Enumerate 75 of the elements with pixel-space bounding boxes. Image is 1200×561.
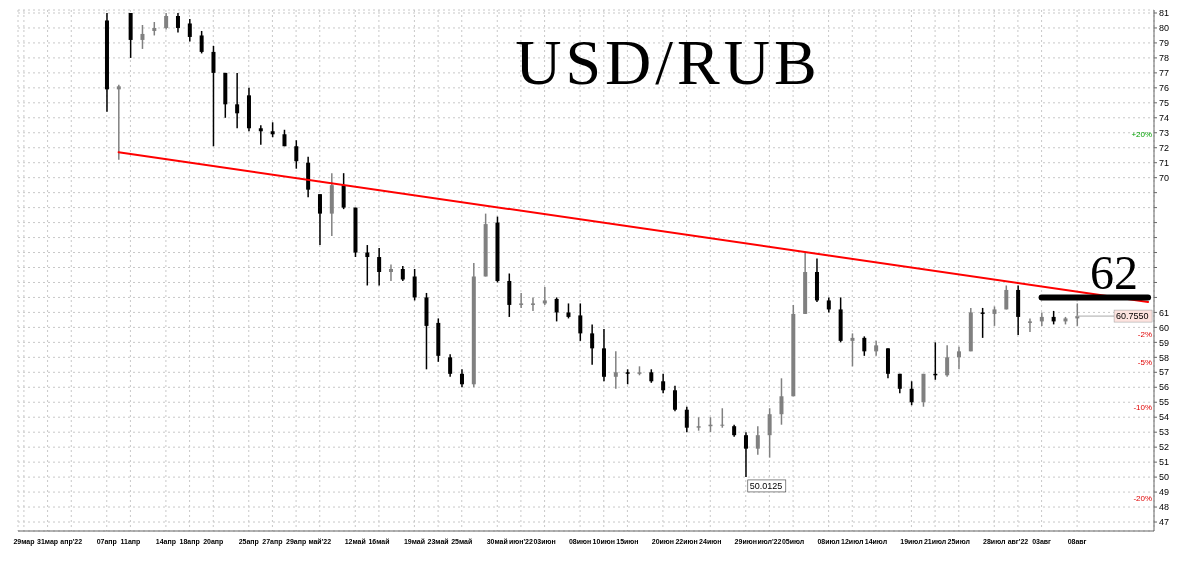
- candlestick: [578, 302, 583, 342]
- y-tick-label: 73: [1159, 127, 1170, 138]
- candlestick: [956, 346, 961, 371]
- candlestick: [317, 193, 322, 246]
- candlestick: [448, 353, 453, 378]
- annotation: -2%: [1137, 330, 1153, 340]
- candlestick: [554, 296, 559, 323]
- annotation: +20%: [1131, 130, 1153, 140]
- candlestick: [743, 431, 748, 478]
- candlestick: [341, 172, 346, 210]
- candlestick: [412, 268, 417, 302]
- y-tick-label: 48: [1159, 502, 1170, 513]
- y-tick-label: 75: [1159, 98, 1170, 109]
- y-tick-label: 50: [1159, 472, 1170, 483]
- y-tick-label: 61: [1159, 307, 1170, 318]
- series-label: 62: [1090, 246, 1139, 300]
- y-tick-label: 47: [1159, 517, 1170, 528]
- chart-title: USD/RUB: [514, 26, 822, 100]
- candlestick: [590, 323, 595, 366]
- candlestick: [1027, 317, 1032, 333]
- y-tick-label: 59: [1159, 337, 1170, 348]
- annotation: -20%: [1133, 494, 1153, 503]
- candlestick: [850, 332, 855, 368]
- y-tick-label: 71: [1159, 157, 1170, 168]
- candlestick: [661, 373, 666, 395]
- annotation: 60.7550: [1116, 311, 1149, 322]
- y-tick-label: 78: [1159, 53, 1170, 64]
- candlestick: [530, 296, 535, 312]
- candlestick: [945, 344, 950, 378]
- candlestick: [116, 84, 121, 161]
- y-tick-label: 80: [1159, 23, 1170, 34]
- y-tick-label: 74: [1159, 112, 1170, 123]
- y-tick-label: 81: [1159, 8, 1170, 19]
- annotation: 50.0125: [749, 480, 783, 491]
- candlestick: [767, 407, 772, 459]
- candlestick: [140, 24, 145, 50]
- annotation: -5%: [1137, 357, 1153, 367]
- candlestick: [258, 124, 263, 146]
- candlestick: [199, 30, 204, 55]
- candlestick: [235, 72, 240, 130]
- y-tick-label: 70: [1159, 172, 1170, 183]
- y-tick-label: 49: [1159, 487, 1170, 498]
- y-tick-label: 60: [1159, 322, 1170, 333]
- candlestick: [377, 247, 382, 287]
- y-tick-label: 55: [1159, 397, 1170, 408]
- y-tick-label: 72: [1159, 142, 1170, 153]
- y-tick-label: 58: [1159, 352, 1170, 363]
- candlestick: [980, 307, 985, 339]
- y-tick-label: 57: [1159, 367, 1170, 378]
- y-tick-label: 53: [1159, 427, 1170, 438]
- y-tick-label: 51: [1159, 457, 1170, 468]
- candlestick: [862, 335, 867, 357]
- y-tick-label: 79: [1159, 38, 1170, 49]
- candlestick: [755, 425, 760, 456]
- y-tick-label: 52: [1159, 442, 1170, 453]
- y-tick-label: 56: [1159, 382, 1170, 393]
- candlestick: [613, 350, 618, 390]
- candlestick: [187, 18, 192, 43]
- candlestick: [507, 272, 512, 318]
- y-tick-label: 76: [1159, 83, 1170, 94]
- y-tick-label: 77: [1159, 68, 1170, 79]
- annotation: -10%: [1133, 403, 1153, 413]
- candlestick: [294, 139, 299, 170]
- candlestick: [779, 377, 784, 426]
- candlestick: [684, 405, 689, 433]
- candlestick: [909, 380, 914, 406]
- candlestick: [175, 12, 180, 34]
- candlestick: [388, 263, 393, 282]
- candlestick: [720, 407, 725, 429]
- y-tick-label: 54: [1159, 412, 1170, 423]
- candlestick: [519, 292, 524, 309]
- candlestick: [672, 385, 677, 412]
- candlestick: [542, 286, 547, 306]
- candlestick: [211, 45, 216, 147]
- candlestick: [992, 305, 997, 327]
